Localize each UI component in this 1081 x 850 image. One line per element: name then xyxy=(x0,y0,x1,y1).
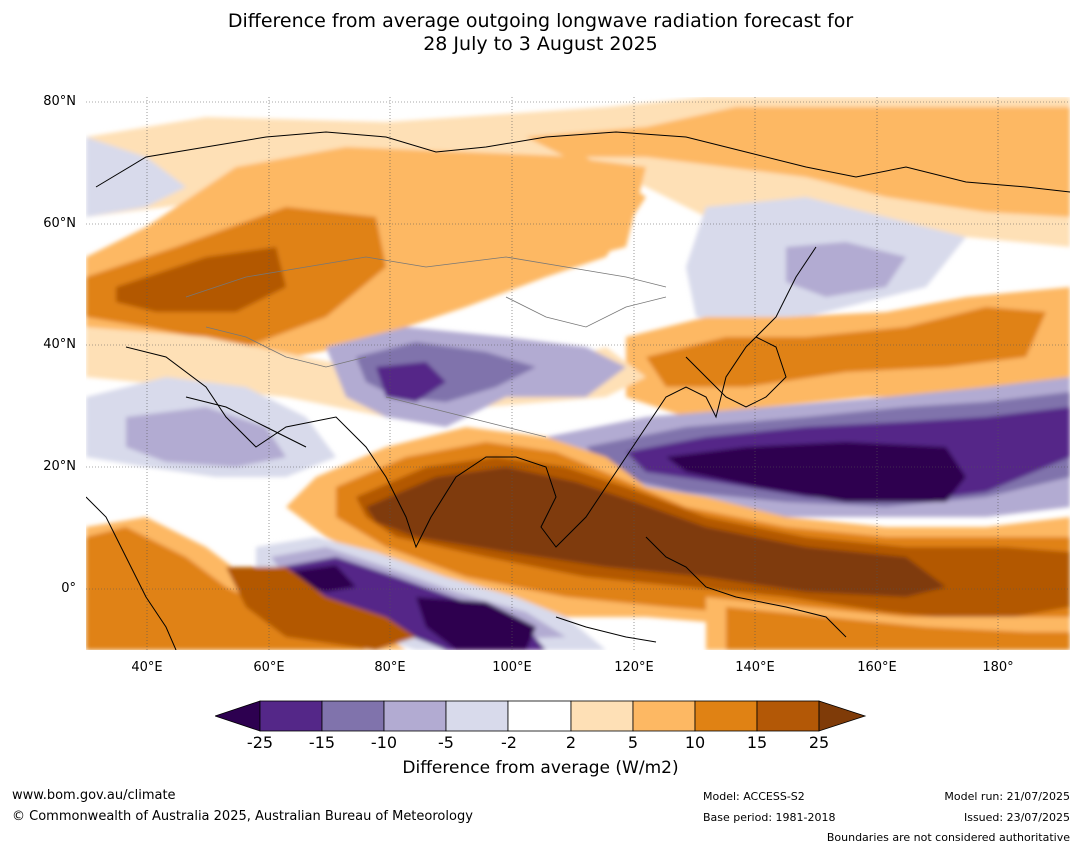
colorbar-tick-25: 25 xyxy=(808,733,830,752)
olr-anomaly-map xyxy=(86,97,1070,650)
colorbar-bin-5 xyxy=(507,700,572,732)
colorbar-tick-minus25: -25 xyxy=(246,733,274,752)
base-period-text: Base period: 1981-2018 xyxy=(703,811,836,824)
chart-title: Difference from average outgoing longwav… xyxy=(0,10,1081,56)
colorbar-tick-minus10: -10 xyxy=(370,733,398,752)
colorbar-bin-6 xyxy=(570,700,634,732)
colorbar-tick-minus5: -5 xyxy=(438,733,454,752)
disclaimer-text: Boundaries are not considered authoritat… xyxy=(826,831,1070,844)
colorbar-tick-2: 2 xyxy=(565,733,577,752)
colorbar-tick-minus15: -15 xyxy=(308,733,336,752)
colorbar-bin-2 xyxy=(321,700,385,732)
title-line-1: Difference from average outgoing longwav… xyxy=(227,10,854,32)
colorbar xyxy=(215,700,867,732)
lon-label-60e: 60°E xyxy=(253,660,285,675)
title-line-2: 28 July to 3 August 2025 xyxy=(423,33,658,55)
colorbar-tick-minus2: -2 xyxy=(501,733,517,752)
website-link[interactable]: www.bom.gov.au/climate xyxy=(12,788,176,803)
lat-label-20n: 20°N xyxy=(43,459,76,474)
model-text: Model: ACCESS-S2 xyxy=(703,790,805,803)
lat-label-80n: 80°N xyxy=(43,94,76,109)
colorbar-bin-3 xyxy=(383,700,447,732)
copyright-text: © Commonwealth of Australia 2025, Austra… xyxy=(12,809,473,824)
lon-label-180: 180° xyxy=(982,660,1014,675)
lat-label-0: 0° xyxy=(61,581,76,596)
lon-label-160e: 160°E xyxy=(857,660,897,675)
issued-text: Issued: 23/07/2025 xyxy=(963,811,1070,824)
lon-label-100e: 100°E xyxy=(492,660,532,675)
colorbar-bin-7 xyxy=(632,700,696,732)
colorbar-extend-high xyxy=(818,700,867,732)
model-run-text: Model run: 21/07/2025 xyxy=(944,790,1070,803)
colorbar-tick-15: 15 xyxy=(746,733,768,752)
lon-label-140e: 140°E xyxy=(735,660,775,675)
colorbar-extend-low xyxy=(215,700,261,732)
colorbar-bin-9 xyxy=(756,700,820,732)
country-borders xyxy=(185,256,667,438)
colorbar-bin-8 xyxy=(694,700,758,732)
lon-label-120e: 120°E xyxy=(614,660,654,675)
lon-label-80e: 80°E xyxy=(374,660,406,675)
colorbar-tick-10: 10 xyxy=(684,733,706,752)
graticule xyxy=(86,97,1070,650)
lon-label-40e: 40°E xyxy=(131,660,163,675)
colorbar-tick-5: 5 xyxy=(627,733,639,752)
colorbar-bin-1 xyxy=(259,700,323,732)
colorbar-bin-4 xyxy=(445,700,509,732)
lat-label-60n: 60°N xyxy=(43,216,76,231)
colorbar-label: Difference from average (W/m2) xyxy=(402,758,679,778)
coastlines xyxy=(86,131,1070,650)
lat-label-40n: 40°N xyxy=(43,337,76,352)
anomaly-fill xyxy=(86,97,1070,650)
